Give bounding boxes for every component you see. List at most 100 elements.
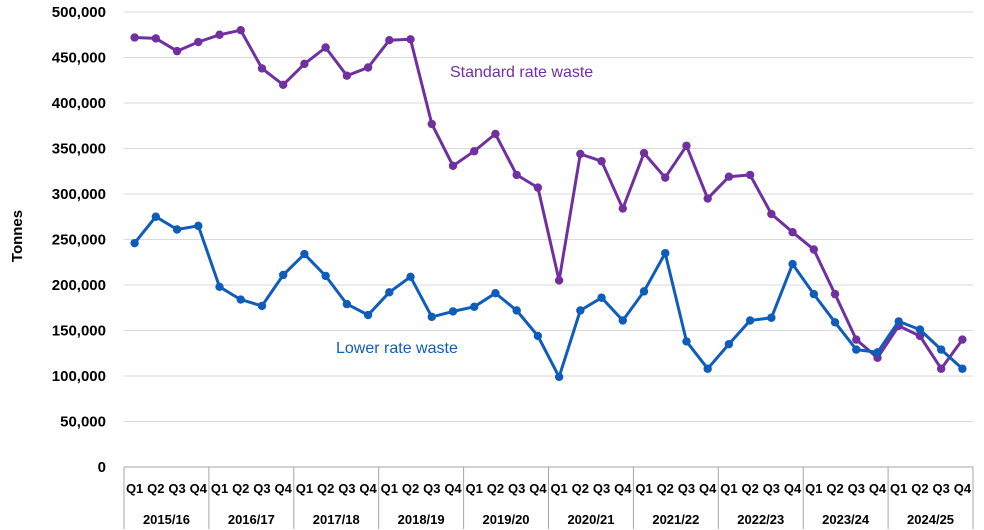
data-point [852, 345, 861, 354]
data-point [512, 306, 521, 315]
data-point [470, 302, 479, 312]
data-point [618, 204, 627, 213]
y-tick-label: 300,000 [52, 186, 106, 203]
data-point [936, 345, 946, 354]
data-point [300, 249, 309, 259]
y-tick-label: 500,000 [52, 4, 106, 21]
year-label: 2021/22 [652, 512, 699, 527]
data-point [682, 337, 691, 346]
data-point [936, 364, 946, 373]
data-point [703, 364, 712, 373]
year-label: 2020/21 [567, 512, 614, 527]
data-point [172, 46, 182, 56]
data-point [767, 209, 776, 219]
data-point [788, 259, 797, 269]
quarter-label: Q2 [317, 481, 334, 496]
data-point [958, 335, 967, 344]
quarter-label: Q2 [147, 481, 164, 496]
quarter-label: Q2 [911, 481, 928, 496]
data-point [427, 312, 436, 322]
quarter-label: Q3 [423, 481, 440, 496]
data-point [576, 306, 585, 315]
quarter-label: Q1 [126, 481, 143, 496]
quarter-label: Q2 [741, 481, 758, 496]
quarter-label: Q4 [699, 481, 717, 496]
quarter-label: Q4 [190, 481, 208, 496]
quarter-label: Q3 [168, 481, 185, 496]
data-point [470, 147, 479, 156]
quarter-label: Q1 [890, 481, 907, 496]
data-point [852, 335, 861, 344]
data-point [427, 119, 436, 129]
quarter-label: Q4 [614, 481, 632, 496]
quarter-label: Q3 [678, 481, 695, 496]
data-point [321, 271, 330, 281]
quarter-label: Q2 [402, 481, 419, 496]
data-point [385, 36, 394, 45]
data-point [809, 245, 819, 254]
quarter-label: Q4 [444, 481, 462, 496]
data-point [130, 238, 139, 248]
year-label: 2022/23 [737, 512, 784, 527]
data-point [533, 183, 543, 192]
data-point [958, 364, 967, 373]
data-point [406, 272, 415, 282]
data-point [767, 313, 776, 322]
quarter-label: Q4 [359, 481, 377, 496]
data-point [576, 149, 585, 159]
quarter-label: Q2 [572, 481, 589, 496]
data-point [661, 173, 670, 182]
data-point [385, 288, 394, 297]
data-point [172, 225, 182, 234]
y-tick-label: 400,000 [52, 95, 106, 112]
data-point [682, 141, 691, 150]
data-point [236, 295, 245, 304]
data-point [363, 63, 373, 72]
y-axis-label: Tonnes [9, 210, 26, 262]
series-label-lower: Lower rate waste [336, 340, 458, 357]
data-point [236, 26, 245, 35]
data-point [215, 30, 224, 39]
y-tick-label: 450,000 [52, 50, 106, 67]
quarter-label: Q1 [720, 481, 737, 496]
data-point [554, 276, 564, 285]
year-label: 2024/25 [907, 512, 954, 527]
data-point [915, 325, 925, 334]
data-point [151, 34, 161, 43]
quarter-label: Q2 [232, 481, 249, 496]
data-point [342, 71, 352, 80]
data-point [491, 129, 500, 139]
data-point [724, 339, 734, 349]
series-line-0 [134, 28, 964, 371]
quarter-label: Q1 [296, 481, 313, 496]
y-tick-label: 100,000 [52, 368, 106, 385]
year-label: 2016/17 [228, 512, 275, 527]
data-point [194, 37, 203, 47]
data-point [151, 212, 161, 221]
data-point [830, 289, 840, 299]
series-label-standard: Standard rate waste [450, 64, 593, 81]
data-point [788, 228, 797, 237]
quarter-label: Q3 [763, 481, 780, 496]
data-point [661, 248, 670, 258]
quarter-label: Q2 [657, 481, 674, 496]
quarter-label: Q4 [275, 481, 293, 496]
data-point [342, 299, 352, 309]
data-point [257, 64, 267, 73]
series-line-1 [133, 215, 964, 379]
quarter-label: Q1 [211, 481, 228, 496]
data-point [703, 194, 712, 203]
quarter-label: Q3 [848, 481, 865, 496]
y-tick-label: 250,000 [52, 232, 106, 249]
data-point [639, 287, 649, 296]
quarter-label: Q4 [869, 481, 887, 496]
quarter-label: Q4 [954, 481, 972, 496]
data-point [491, 288, 500, 298]
y-tick-label: 50,000 [60, 414, 106, 431]
quarter-label: Q1 [550, 481, 567, 496]
data-point [724, 172, 734, 181]
y-tick-label: 150,000 [52, 323, 106, 340]
year-label: 2017/18 [313, 512, 360, 527]
data-point [873, 348, 882, 357]
